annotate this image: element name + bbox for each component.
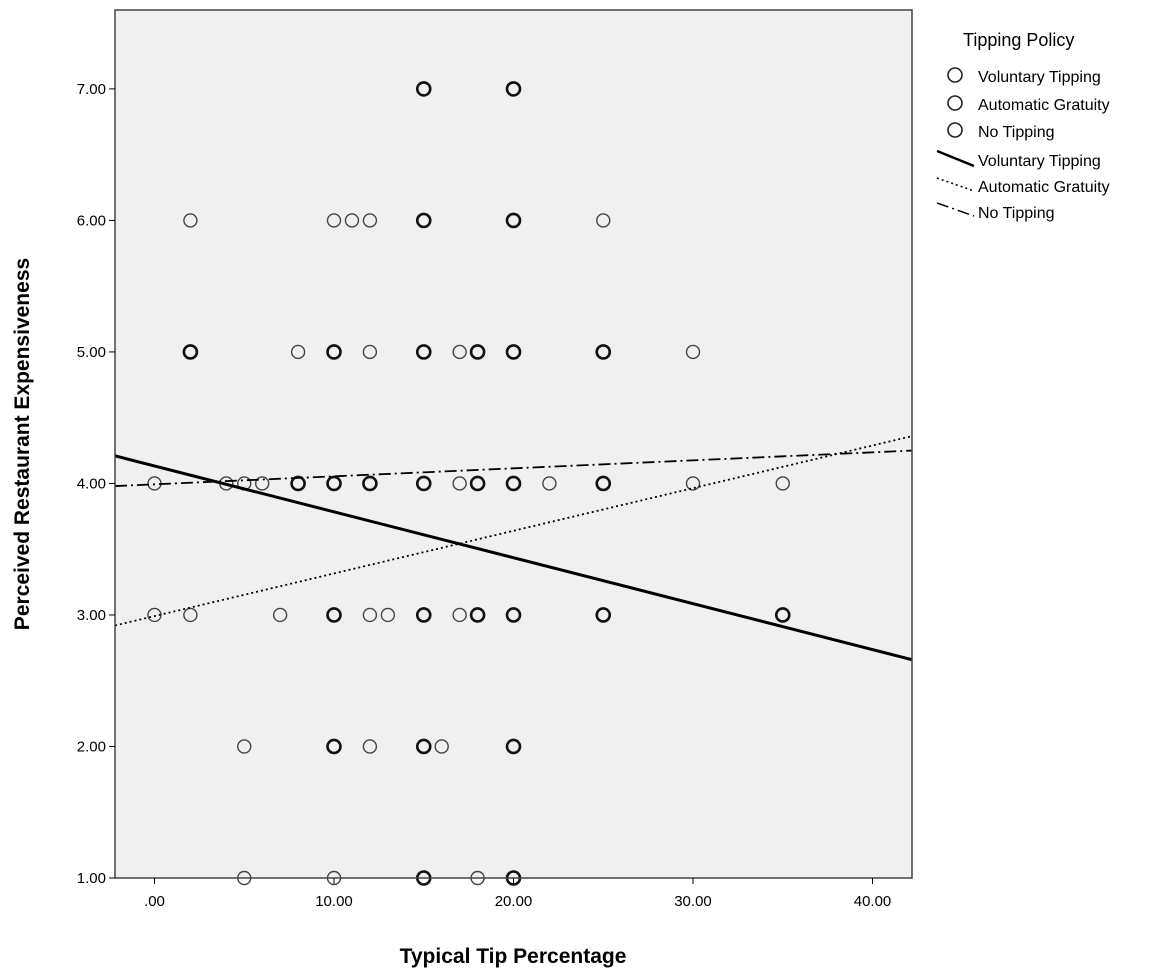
data-point bbox=[326, 475, 342, 492]
data-point bbox=[326, 213, 342, 228]
fit-lines bbox=[114, 435, 913, 662]
plot-background bbox=[115, 10, 912, 878]
data-point bbox=[505, 738, 522, 755]
fit-line-voluntary-tipping bbox=[114, 454, 913, 662]
data-point bbox=[775, 476, 790, 491]
y-tick-label: 3.00 bbox=[77, 607, 106, 624]
x-tick-label: .00 bbox=[144, 893, 165, 910]
y-tick-label: 4.00 bbox=[77, 475, 106, 492]
data-point bbox=[469, 607, 486, 623]
data-point bbox=[505, 607, 522, 623]
y-tick-label: 2.00 bbox=[77, 738, 106, 755]
y-tick-label: 5.00 bbox=[77, 344, 106, 361]
data-point bbox=[469, 475, 486, 492]
data-point bbox=[452, 344, 467, 360]
x-axis-title: Typical Tip Percentage bbox=[400, 945, 627, 968]
data-point bbox=[362, 213, 378, 228]
data-point bbox=[290, 475, 306, 492]
data-point bbox=[362, 475, 378, 492]
legend-label-no-tipping-line: No Tipping bbox=[978, 205, 1055, 222]
data-point bbox=[505, 475, 522, 492]
data-point bbox=[183, 607, 198, 623]
data-point bbox=[415, 607, 432, 623]
data-point bbox=[344, 213, 360, 228]
data-point bbox=[595, 344, 612, 360]
data-point bbox=[505, 344, 522, 360]
data-point bbox=[415, 212, 432, 229]
legend-label-voluntary-line: Voluntary Tipping bbox=[978, 153, 1101, 170]
legend-label-automatic-line: Automatic Gratuity bbox=[978, 179, 1110, 196]
legend-label-automatic-marker: Automatic Gratuity bbox=[978, 97, 1110, 114]
x-axis-ticks: .00 10.00 20.00 30.00 40.00 bbox=[144, 878, 891, 910]
data-point bbox=[362, 607, 378, 623]
data-point bbox=[774, 607, 791, 623]
y-axis-ticks: 1.00 2.00 3.00 4.00 5.00 6.00 7.00 bbox=[77, 81, 115, 887]
data-point bbox=[237, 739, 252, 754]
data-point bbox=[685, 476, 701, 491]
data-point bbox=[147, 607, 162, 623]
y-tick-label: 6.00 bbox=[77, 212, 106, 229]
legend-label-no-tipping-marker: No Tipping bbox=[978, 124, 1055, 141]
fit-line-automatic-gratuity bbox=[114, 435, 913, 627]
legend-title: Tipping Policy bbox=[963, 30, 1074, 50]
data-point bbox=[685, 344, 701, 360]
data-point bbox=[326, 607, 342, 623]
y-axis-title: Perceived Restaurant Expensiveness bbox=[11, 258, 34, 630]
y-tick-label: 7.00 bbox=[77, 81, 106, 98]
data-point bbox=[183, 213, 198, 228]
data-point bbox=[326, 344, 342, 360]
data-point bbox=[362, 344, 378, 360]
data-points bbox=[147, 81, 791, 886]
data-point bbox=[434, 739, 449, 754]
x-tick-label: 10.00 bbox=[315, 893, 353, 910]
data-point bbox=[415, 81, 432, 97]
data-point bbox=[452, 476, 467, 491]
data-point bbox=[415, 475, 432, 492]
data-point bbox=[595, 475, 612, 492]
legend-label-voluntary-marker: Voluntary Tipping bbox=[978, 69, 1101, 86]
x-tick-label: 30.00 bbox=[674, 893, 712, 910]
data-point bbox=[596, 213, 611, 228]
legend-marker-automatic bbox=[947, 95, 963, 111]
data-point bbox=[290, 344, 306, 360]
legend-marker-no-tipping bbox=[947, 122, 963, 138]
data-point bbox=[415, 738, 432, 755]
x-tick-label: 20.00 bbox=[495, 893, 533, 910]
data-point bbox=[272, 607, 288, 623]
legend-line-automatic bbox=[936, 177, 975, 192]
legend-line-no-tipping bbox=[936, 202, 975, 217]
data-point bbox=[380, 607, 396, 623]
legend-marker-voluntary bbox=[947, 67, 963, 83]
data-point bbox=[469, 344, 486, 360]
data-point bbox=[415, 344, 432, 360]
legend: Tipping Policy Voluntary Tipping Automat… bbox=[936, 30, 1110, 222]
data-point bbox=[254, 476, 270, 491]
data-point bbox=[505, 81, 522, 97]
data-point bbox=[505, 212, 522, 229]
data-point bbox=[362, 739, 378, 754]
data-point bbox=[595, 607, 612, 623]
x-tick-label: 40.00 bbox=[854, 893, 892, 910]
data-point bbox=[182, 344, 199, 360]
y-tick-label: 1.00 bbox=[77, 870, 106, 887]
data-point bbox=[326, 738, 342, 755]
data-point bbox=[542, 476, 557, 491]
data-point bbox=[452, 607, 467, 623]
legend-line-voluntary bbox=[936, 149, 975, 168]
fit-line-no-tipping bbox=[114, 449, 913, 487]
